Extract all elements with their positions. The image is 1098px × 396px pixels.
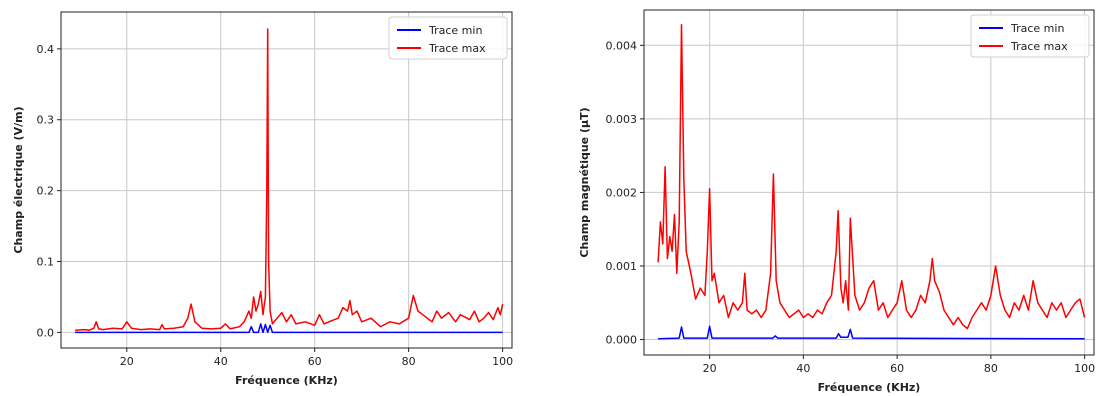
x-axis-label: Fréquence (KHz) (235, 374, 338, 387)
y-axis-label: Champ électrique (V/m) (12, 106, 25, 253)
y-axis-label: Champ magnétique (µT) (578, 107, 591, 257)
x-tick-label: 20 (120, 355, 134, 368)
y-tick-label: 0.002 (606, 186, 638, 199)
y-tick-label: 0.4 (37, 43, 55, 56)
chart-1: 20 40 60 80 100 0.0 0.1 0.2 0.3 0.4 Fréquence (KHz… (12, 11, 513, 387)
x-tick-label: 20 (703, 362, 717, 375)
legend-label: Trace max (1010, 40, 1068, 53)
series-line-trace-max (75, 28, 504, 332)
y-tick-label: 0.000 (606, 334, 638, 347)
x-tick-label: 60 (890, 362, 904, 375)
x-tick-label: 100 (1074, 362, 1095, 375)
legend-label: Trace min (428, 24, 482, 37)
y-tick-label: 0.2 (37, 185, 55, 198)
chart-2: 20 40 60 80 100 0.000 0.001 0.002 0.003 0.004 Fréq… (578, 9, 1095, 394)
x-axis-label: Fréquence (KHz) (818, 381, 921, 394)
legend: Trace min Trace max (388, 16, 508, 60)
y-tick-label: 0.003 (606, 113, 638, 126)
y-tick-label: 0.1 (37, 256, 55, 269)
legend-label: Trace max (428, 42, 486, 55)
legend-label: Trace min (1010, 22, 1064, 35)
series-line-trace-min (658, 325, 1085, 340)
x-tick-label: 40 (214, 355, 228, 368)
plot-frame (60, 11, 513, 349)
x-tick-label: 100 (492, 355, 513, 368)
x-tick-label: 80 (984, 362, 998, 375)
x-tick-label: 60 (308, 355, 322, 368)
y-tick-label: 0.001 (606, 260, 638, 273)
x-tick-label: 80 (402, 355, 416, 368)
y-tick-label: 0.004 (606, 39, 638, 52)
legend: Trace min Trace max (970, 14, 1090, 58)
x-tick-label: 40 (796, 362, 810, 375)
plot-frame (643, 9, 1095, 356)
y-tick-label: 0.0 (37, 326, 55, 339)
series-line-trace-min (75, 323, 503, 334)
series-line-trace-max (657, 23, 1086, 330)
y-tick-label: 0.3 (37, 114, 55, 127)
